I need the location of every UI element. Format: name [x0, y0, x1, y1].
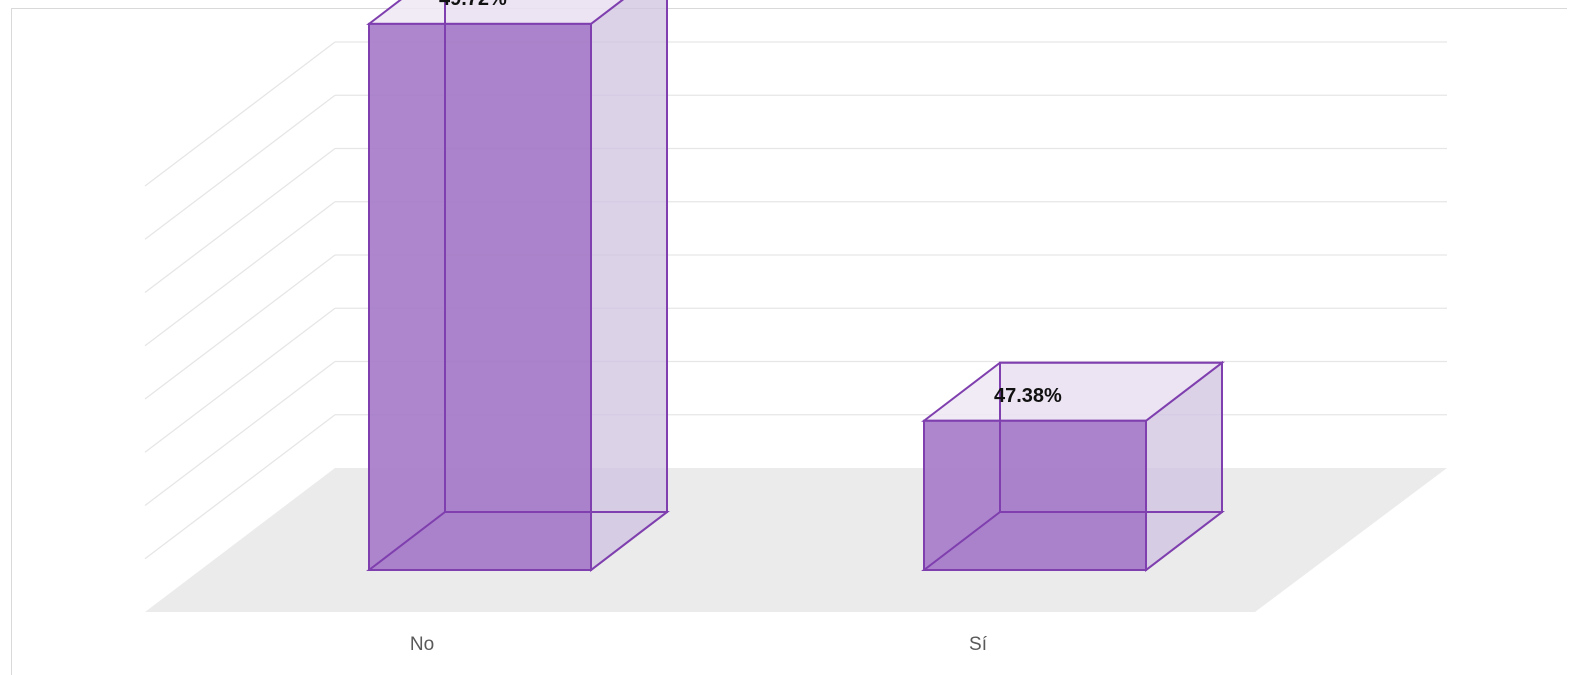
gridline-side — [144, 414, 336, 560]
bar-no — [366, 0, 670, 573]
bars — [366, 0, 1225, 573]
data-label: 47.38% — [994, 385, 1062, 407]
data-label: 49.72% — [439, 0, 507, 10]
gridline-side — [144, 147, 336, 294]
gridline-side — [144, 307, 336, 453]
gridline-side — [144, 360, 336, 507]
x-tick-label: Sí — [969, 634, 988, 655]
chart-frame — [11, 8, 1567, 675]
bar-side-face — [590, 0, 668, 573]
bar-hidden-edge — [368, 511, 446, 571]
x-tick-label: No — [410, 634, 434, 655]
bar-hidden-edge — [923, 511, 1001, 571]
gridline-side — [144, 201, 336, 347]
chart-floor — [145, 468, 1447, 612]
gridline-side — [144, 254, 336, 400]
bar-front-face — [368, 22, 592, 571]
labels: 49.72% No 47.38% Sí — [410, 0, 1062, 655]
gridline-side — [144, 41, 336, 187]
gridline-side — [144, 94, 336, 240]
bar-sí — [921, 360, 1225, 573]
bar-front-face — [923, 419, 1147, 571]
